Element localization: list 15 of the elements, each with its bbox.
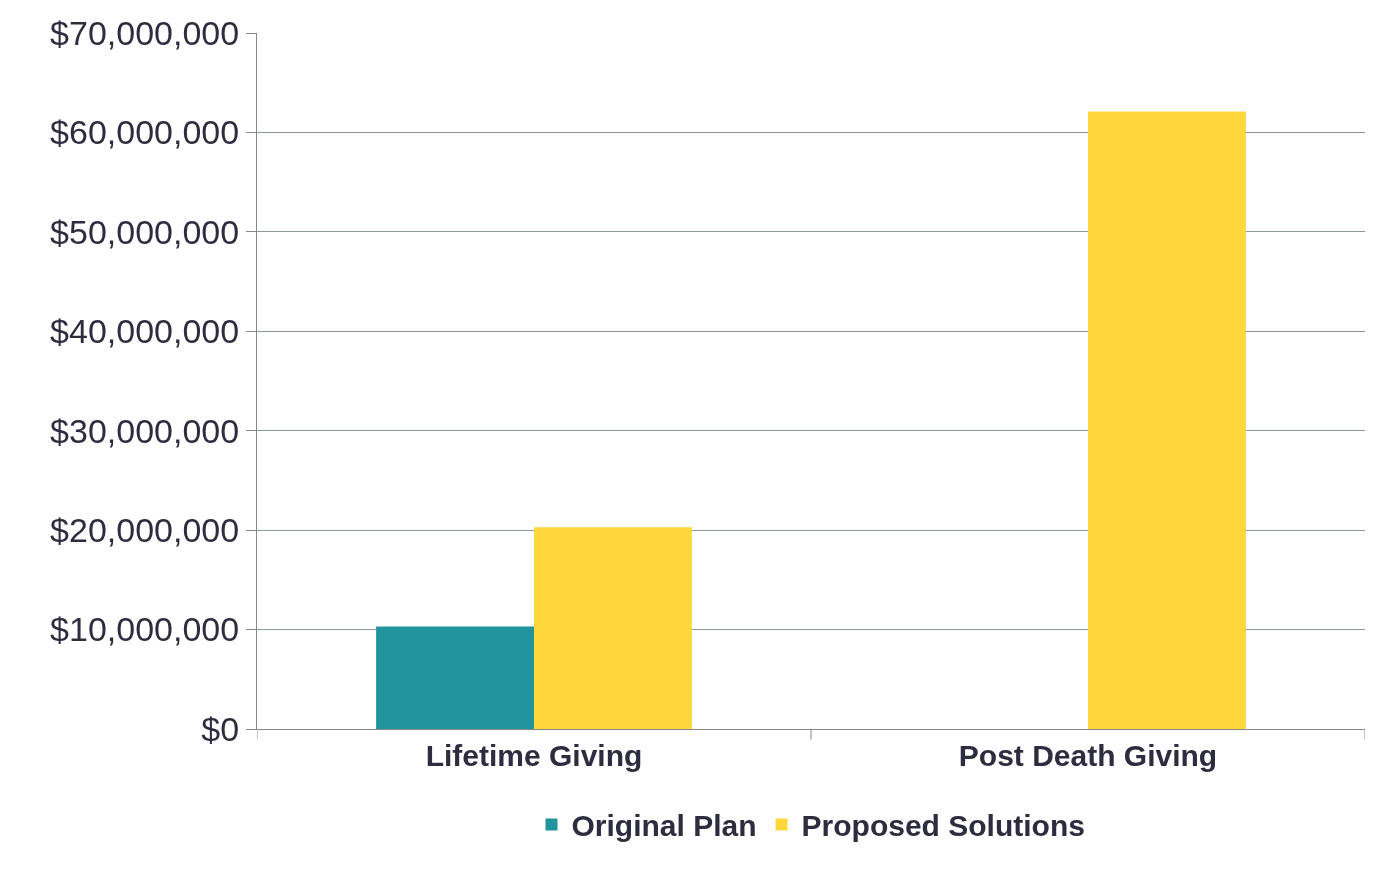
x-tick-label: Post Death Giving bbox=[958, 739, 1218, 772]
y-tick-label: $0 bbox=[201, 709, 240, 748]
y-tick-label: $10,000,000 bbox=[50, 610, 240, 649]
y-tick-label: $70,000,000 bbox=[50, 13, 240, 52]
y-tick-label: $50,000,000 bbox=[50, 212, 240, 251]
y-tick-label: $60,000,000 bbox=[50, 113, 240, 152]
y-tick-label: $40,000,000 bbox=[50, 312, 240, 351]
x-tick-label: Lifetime Giving bbox=[425, 739, 643, 772]
bar bbox=[534, 527, 692, 729]
bar bbox=[376, 626, 534, 729]
bar bbox=[1088, 111, 1246, 729]
y-tick-label: $30,000,000 bbox=[50, 411, 240, 450]
legend-label: Proposed Solutions bbox=[801, 809, 1085, 843]
legend-label: Original Plan bbox=[571, 809, 757, 843]
y-tick-label: $20,000,000 bbox=[50, 511, 240, 550]
